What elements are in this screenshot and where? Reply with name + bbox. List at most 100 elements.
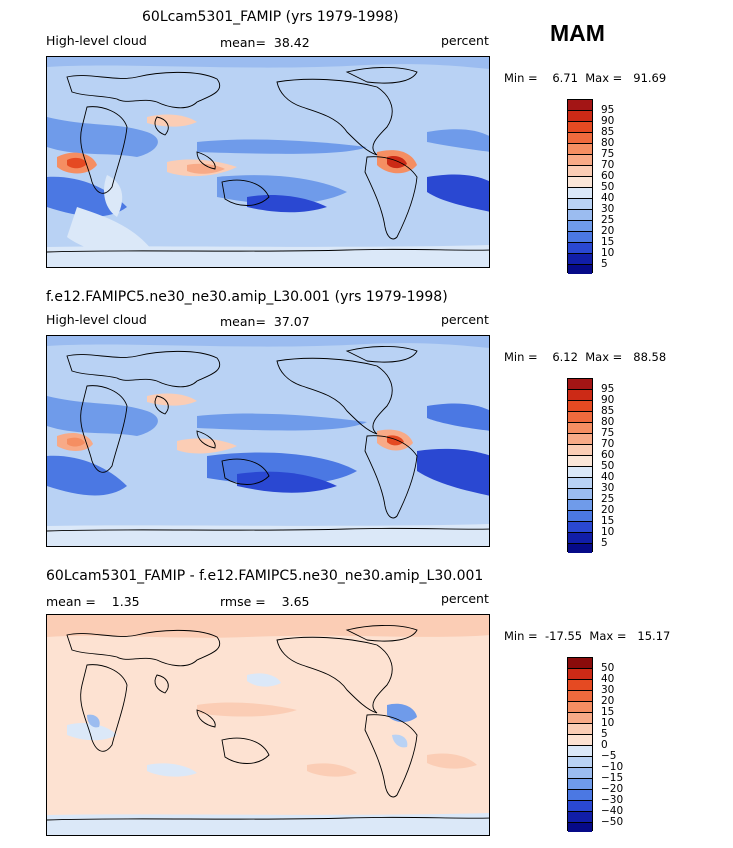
colorbar-tick-label: 15: [601, 515, 615, 527]
colorbar-swatch: [568, 243, 592, 254]
colorbar-swatch: [568, 522, 592, 533]
colorbar-tick-label: 15: [601, 236, 615, 248]
panel-1-map-svg: [47, 57, 489, 267]
colorbar-tick-label: −15: [601, 772, 624, 784]
panel-3-map: [46, 614, 490, 836]
colorbar-tick-label: 5: [601, 728, 608, 740]
colorbar-swatch: [568, 658, 592, 669]
colorbar-tick-label: 10: [601, 247, 615, 259]
colorbar-tick-label: 20: [601, 225, 615, 237]
colorbar-swatch: [568, 155, 592, 166]
panel-3-min-max: Min = -17.55 Max = 15.17: [504, 629, 671, 643]
colorbar-tick-label: 50: [601, 662, 615, 674]
colorbar-swatch: [568, 265, 592, 274]
colorbar-tick-label: 90: [601, 115, 615, 127]
colorbar-tick-label: 50: [601, 460, 615, 472]
colorbar-swatch: [568, 702, 592, 713]
colorbar-tick-label: 40: [601, 192, 615, 204]
colorbar-swatch: [568, 823, 592, 832]
colorbar-tick-label: 25: [601, 214, 615, 226]
colorbar-tick-label: 95: [601, 383, 615, 395]
colorbar-swatch: [568, 210, 592, 221]
colorbar-swatch: [568, 412, 592, 423]
colorbar-swatch: [568, 177, 592, 188]
colorbar-tick-label: 75: [601, 148, 615, 160]
colorbar-swatch: [568, 199, 592, 210]
panel-3-title: 60Lcam5301_FAMIP - f.e12.FAMIPC5.ne30_ne…: [46, 568, 484, 584]
panel-1-variable-label: High-level cloud: [46, 33, 147, 48]
panel-2-units: percent: [441, 312, 489, 327]
colorbar-swatch: [568, 423, 592, 434]
colorbar-tick-label: 90: [601, 394, 615, 406]
colorbar-swatch: [568, 133, 592, 144]
colorbar-swatch: [568, 544, 592, 553]
colorbar-swatch: [568, 144, 592, 155]
colorbar-swatch: [568, 669, 592, 680]
colorbar-tick-label: 75: [601, 427, 615, 439]
colorbar-tick-label: 10: [601, 526, 615, 538]
panel-1-mean: mean= 38.42: [220, 35, 310, 50]
colorbar-swatch: [568, 434, 592, 445]
colorbar-swatch: [568, 680, 592, 691]
colorbar-swatch: [568, 467, 592, 478]
panel-2-variable-label: High-level cloud: [46, 312, 147, 327]
colorbar-tick-label: 95: [601, 104, 615, 116]
panel-1-title: 60Lcam5301_FAMIP (yrs 1979-1998): [142, 9, 399, 25]
colorbar-swatch: [568, 111, 592, 122]
colorbar-tick-label: 20: [601, 504, 615, 516]
panel-2-map-svg: [47, 336, 489, 546]
panel-2-map: [46, 335, 490, 547]
colorbar-swatch: [568, 254, 592, 265]
colorbar-tick-label: 30: [601, 684, 615, 696]
panel-2-colorbar: [567, 378, 593, 553]
colorbar-tick-label: 85: [601, 126, 615, 138]
colorbar-swatch: [568, 232, 592, 243]
colorbar-tick-label: 5: [601, 258, 608, 270]
panel-1-map: [46, 56, 490, 268]
colorbar-swatch: [568, 166, 592, 177]
colorbar-tick-label: −40: [601, 805, 624, 817]
colorbar-tick-label: −20: [601, 783, 624, 795]
colorbar-swatch: [568, 122, 592, 133]
colorbar-swatch: [568, 500, 592, 511]
colorbar-tick-label: 25: [601, 493, 615, 505]
colorbar-tick-label: 85: [601, 405, 615, 417]
colorbar-swatch: [568, 812, 592, 823]
colorbar-tick-label: −5: [601, 750, 617, 762]
panel-3-colorbar: [567, 657, 593, 832]
colorbar-swatch: [568, 511, 592, 522]
colorbar-tick-label: −30: [601, 794, 624, 806]
colorbar-swatch: [568, 445, 592, 456]
panel-2-min-max: Min = 6.12 Max = 88.58: [504, 350, 667, 364]
colorbar-tick-label: −10: [601, 761, 624, 773]
colorbar-swatch: [568, 768, 592, 779]
colorbar-swatch: [568, 478, 592, 489]
colorbar-tick-label: 60: [601, 449, 615, 461]
colorbar-tick-label: 70: [601, 438, 615, 450]
panel-2-mean: mean= 37.07: [220, 314, 310, 329]
panel-1-min-max: Min = 6.71 Max = 91.69: [504, 71, 667, 85]
colorbar-swatch: [568, 456, 592, 467]
colorbar-swatch: [568, 691, 592, 702]
colorbar-tick-label: 70: [601, 159, 615, 171]
colorbar-tick-label: 0: [601, 739, 608, 751]
colorbar-swatch: [568, 390, 592, 401]
colorbar-tick-label: 15: [601, 706, 615, 718]
colorbar-tick-label: 50: [601, 181, 615, 193]
colorbar-swatch: [568, 100, 592, 111]
panel-3-rmse: rmse = 3.65: [220, 594, 310, 609]
panel-1-colorbar: [567, 99, 593, 274]
colorbar-tick-label: 30: [601, 482, 615, 494]
colorbar-swatch: [568, 801, 592, 812]
colorbar-tick-label: 80: [601, 137, 615, 149]
colorbar-tick-label: 30: [601, 203, 615, 215]
colorbar-tick-label: 60: [601, 170, 615, 182]
colorbar-tick-label: 10: [601, 717, 615, 729]
colorbar-swatch: [568, 735, 592, 746]
panel-1-units: percent: [441, 33, 489, 48]
colorbar-swatch: [568, 790, 592, 801]
colorbar-tick-label: 40: [601, 471, 615, 483]
colorbar-tick-label: 80: [601, 416, 615, 428]
colorbar-swatch: [568, 489, 592, 500]
colorbar-swatch: [568, 746, 592, 757]
